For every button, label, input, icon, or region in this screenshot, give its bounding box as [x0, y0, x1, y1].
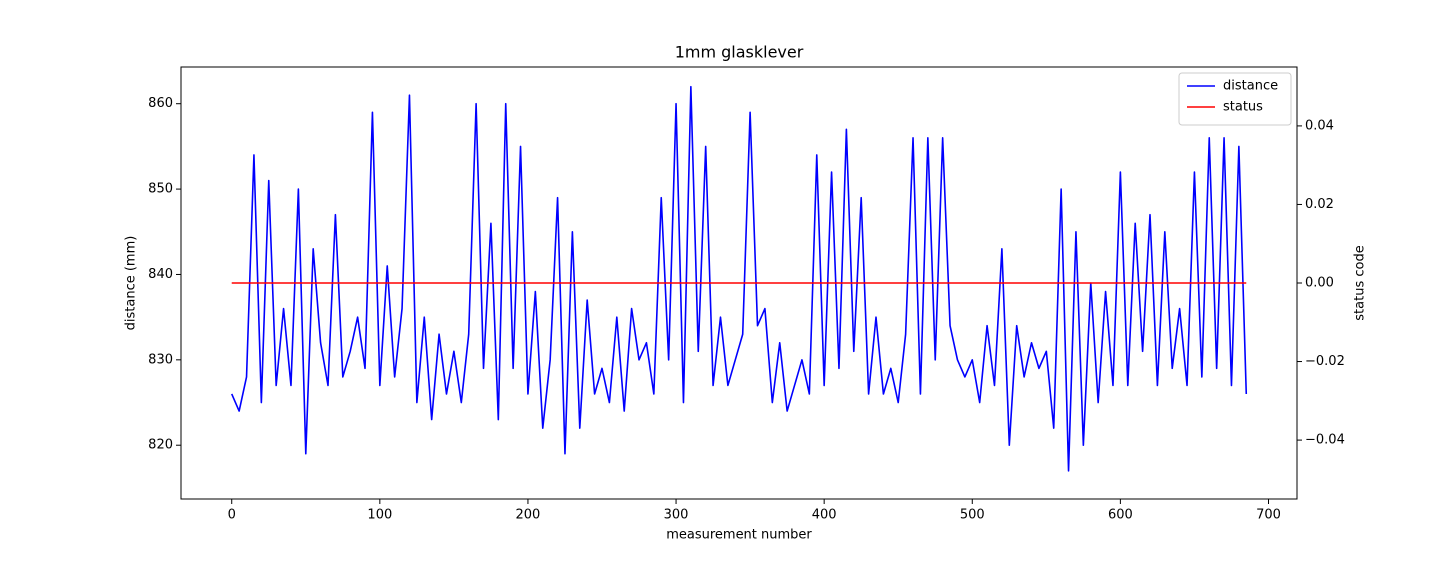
- x-tick-label: 400: [812, 508, 837, 523]
- y2-tick-label: 0.00: [1305, 276, 1334, 291]
- series-line: [230, 85, 1248, 472]
- x-tick-label: 100: [367, 508, 392, 523]
- legend-label: status: [1223, 100, 1263, 115]
- y2-tick-label: −0.04: [1305, 433, 1345, 448]
- x-tick-label: 0: [228, 508, 236, 523]
- y-tick-label: 840: [148, 267, 173, 282]
- y2-tick-label: 0.04: [1305, 118, 1334, 133]
- x-tick-label: 300: [664, 508, 689, 523]
- y-axis-label: distance (mm): [124, 236, 139, 331]
- chart-title: 1mm glasklever: [675, 43, 804, 62]
- y2-tick-label: 0.02: [1305, 197, 1334, 212]
- plot-frame: [180, 66, 1298, 500]
- x-axis-label: measurement number: [666, 528, 812, 543]
- y-tick-label: 850: [148, 182, 173, 197]
- y-tick-label: 820: [148, 438, 173, 453]
- x-tick-label: 700: [1256, 508, 1281, 523]
- y2-axis-label: status code: [1353, 245, 1368, 320]
- y-tick-label: 860: [148, 96, 173, 111]
- legend-label: distance: [1223, 79, 1278, 94]
- x-tick-label: 600: [1108, 508, 1133, 523]
- y2-tick-label: −0.02: [1305, 354, 1345, 369]
- y-tick-label: 830: [148, 352, 173, 367]
- x-tick-label: 200: [516, 508, 541, 523]
- x-tick-label: 500: [960, 508, 985, 523]
